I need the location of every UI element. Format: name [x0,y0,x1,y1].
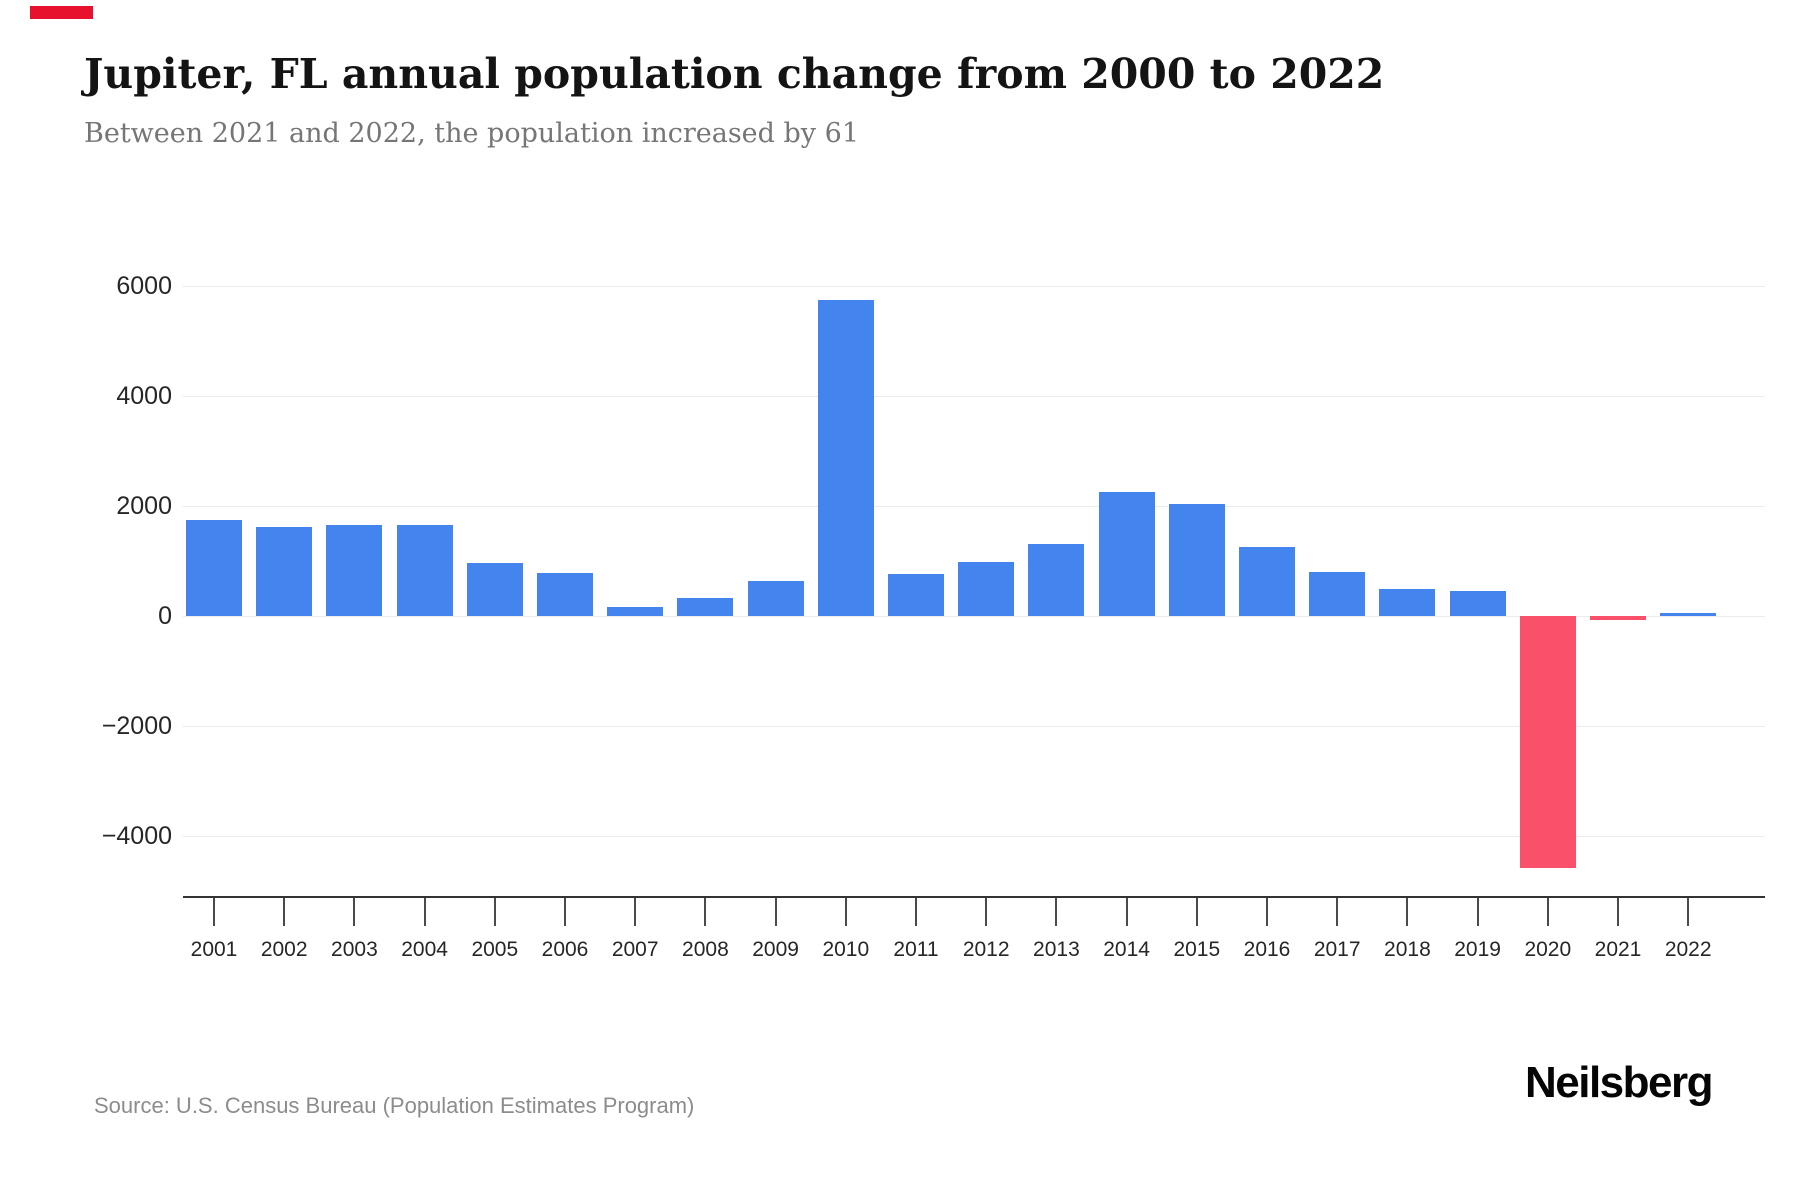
x-axis-tick [423,898,426,926]
x-axis-tick [1546,898,1549,926]
bar-2001[interactable] [186,519,242,616]
x-axis-tick [774,898,777,926]
bar-2004[interactable] [396,525,453,616]
x-axis-tick [634,898,637,926]
bar-2008[interactable] [677,597,734,616]
y-gridline [183,395,1765,397]
x-axis-tick-label: 2014 [1103,938,1150,961]
x-axis-tick [1336,898,1339,926]
bar-2016[interactable] [1239,547,1295,616]
y-gridline [183,615,1765,617]
x-axis-tick [283,898,286,926]
x-axis-tick-label: 2017 [1313,938,1361,961]
x-axis-tick-label: 2009 [752,938,799,961]
y-gridline [183,285,1765,287]
x-axis-tick-label: 2005 [471,938,519,961]
bar-2011[interactable] [888,574,944,616]
bar-2002[interactable] [256,526,313,616]
x-axis-tick-label: 2018 [1384,938,1431,961]
x-axis-tick [353,898,356,926]
bar-2020[interactable] [1519,616,1576,868]
x-axis-tick-label: 2003 [331,938,378,961]
x-axis-tick [1476,898,1479,926]
bar-2006[interactable] [537,573,593,616]
x-axis-tick-label: 2013 [1033,938,1080,961]
bar-2017[interactable] [1309,572,1366,616]
x-axis-tick-label: 2022 [1664,938,1712,961]
y-gridline [183,835,1765,837]
x-axis-tick-label: 2021 [1594,938,1642,961]
bar-2022[interactable] [1660,612,1717,616]
x-axis-tick-label: 2007 [611,938,659,961]
x-axis-tick [1125,898,1128,926]
bar-2018[interactable] [1379,589,1436,616]
y-axis-tick-label: −4000 [101,822,172,850]
bar-2013[interactable] [1028,543,1085,616]
bar-2005[interactable] [466,563,523,616]
x-axis-tick-label: 2006 [541,938,589,961]
bar-2014[interactable] [1098,492,1155,616]
x-axis-tick-label: 2001 [190,938,238,961]
y-gridline [183,725,1765,727]
y-axis-tick-label: 0 [158,602,172,630]
x-axis-tick [704,898,707,926]
x-axis-tick-label: 2020 [1524,938,1572,961]
x-axis-tick [1266,898,1268,926]
x-axis-tick [1055,898,1058,926]
bar-2009[interactable] [747,580,804,616]
y-axis-tick-label: 4000 [116,382,172,410]
bar-2010[interactable] [817,300,874,616]
x-axis-tick-label: 2008 [682,938,729,961]
y-axis-tick-label: 2000 [116,492,172,520]
x-axis-tick [213,898,215,926]
bar-2021[interactable] [1590,616,1646,620]
source-note: Source: U.S. Census Bureau (Population E… [94,1093,695,1118]
x-axis-tick [985,898,988,926]
x-axis-tick-label: 2011 [893,938,939,961]
x-axis-tick [844,898,847,926]
bar-2003[interactable] [326,525,383,616]
chart-subtitle: Between 2021 and 2022, the population in… [84,118,859,149]
x-axis-tick-label: 2010 [822,938,870,961]
x-axis-tick [1687,898,1690,926]
x-axis-tick-label: 2016 [1243,938,1291,961]
brand-logo: Neilsberg [1524,1058,1714,1107]
x-axis-tick-label: 2015 [1173,938,1221,961]
y-axis-tick-label: 6000 [116,272,172,300]
x-axis-tick-label: 2004 [401,938,448,961]
bar-2019[interactable] [1449,591,1506,616]
x-axis-tick [493,898,496,926]
x-axis-tick [915,898,917,926]
x-axis-tick [1195,898,1198,926]
bar-2015[interactable] [1168,503,1225,616]
x-axis-tick [1406,898,1409,926]
x-axis-tick-label: 2012 [962,938,1010,961]
x-axis-tick [564,898,566,926]
y-axis-tick-label: −2000 [101,712,172,740]
brand-accent-mark [30,6,93,19]
bar-2007[interactable] [607,607,664,616]
x-axis-tick-label: 2002 [260,938,308,961]
bar-2012[interactable] [958,562,1015,616]
x-axis-line [183,896,1765,898]
x-axis-tick [1617,898,1619,926]
chart-title: Jupiter, FL annual population change fro… [84,50,1385,98]
x-axis-tick-label: 2019 [1454,938,1501,961]
y-gridline [183,505,1765,507]
